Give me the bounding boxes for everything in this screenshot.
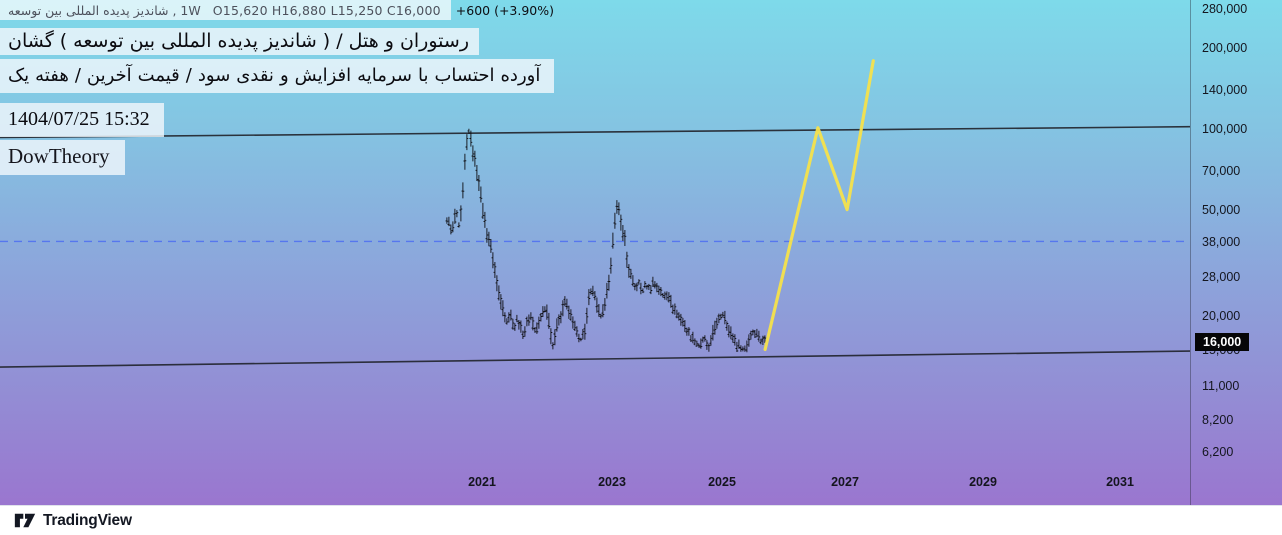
text-token: با (417, 65, 429, 86)
current-price-badge: 16,000 (1195, 333, 1250, 351)
price-scale[interactable]: 16,000 280,000 200,000 140,000 100,000 70,00… (1190, 0, 1282, 505)
price-label: 6,200 (1202, 445, 1234, 460)
text-token: آخرین (86, 65, 132, 86)
chart-subtitle: یک هفته / آخرین قیمت / سود نقدی و افزایش سرمایه با ا… (0, 59, 555, 93)
watermark-dowtheory: DowTheory (0, 140, 126, 175)
price-label: 100,000 (1202, 122, 1248, 136)
text-token: , 1W (172, 2, 201, 18)
text-token: و (279, 65, 289, 86)
text-token: یک (8, 65, 30, 86)
price-label: 50,000 (1202, 202, 1241, 217)
price-label: 200,000 (1202, 41, 1248, 56)
text-token: المللی (65, 2, 100, 18)
price-label: 28,000 (1202, 270, 1241, 284)
symbol-name: توسعه بین المللی پدیده شاندیز, 1W (8, 3, 205, 18)
year-label: 2029 (969, 475, 997, 489)
price-label: 280,000 (1202, 2, 1248, 17)
text-token: گشان (8, 30, 54, 52)
text-token: توسعه (8, 2, 42, 18)
text-token: سود (197, 65, 231, 86)
tradingview-logo-icon[interactable] (14, 512, 36, 529)
text-token: هتل (348, 30, 379, 52)
year-label: 2031 (1106, 475, 1134, 489)
text-token: بین (129, 30, 156, 52)
text-token: بین (45, 2, 62, 18)
text-token: / (74, 65, 81, 86)
text-token: و (384, 30, 394, 52)
legend-backdrop: توسعه بین المللی پدیده شاندیز, 1W O15,620 H1… (0, 0, 451, 20)
text-token: رستوران (399, 30, 469, 52)
price-change-value: +600 (+3.90%) (455, 2, 555, 18)
text-token: ( (59, 30, 68, 52)
trendline-lower-support[interactable] (0, 350, 1191, 368)
price-label: 11,000 (1202, 378, 1240, 393)
ohlc-values: O15,620 H16,880 L15,250 C16,000 (212, 2, 441, 18)
legend-row[interactable]: توسعه بین المللی پدیده شاندیز, 1W O15,620 H1… (0, 0, 554, 20)
price-label: 8,200 (1202, 412, 1234, 427)
text-token: پدیده (103, 2, 130, 18)
text-token: آورده (500, 65, 541, 86)
text-token: توسعه (73, 30, 124, 52)
trendline-upper-resistance[interactable] (0, 125, 1191, 139)
text-token: پدیده (217, 30, 259, 52)
price-label: 38,000 (1202, 234, 1241, 249)
text-token: احتساب (434, 65, 495, 86)
text-token: شاندیز (264, 30, 317, 52)
text-token: نقدی (236, 65, 274, 86)
chart-title: گشان(توسعه بین المللی پدیده شاندیز) / هتل و رستو… (0, 28, 479, 55)
price-label: 70,000 (1202, 163, 1241, 178)
price-label: 140,000 (1202, 82, 1248, 97)
text-token: / (336, 30, 343, 52)
year-label: 2021 (468, 475, 496, 489)
text-token: افزایش (294, 65, 352, 86)
year-label: 2025 (708, 475, 736, 489)
year-label: 2023 (598, 475, 626, 489)
year-label: 2027 (831, 475, 859, 489)
candlestick-series[interactable] (445, 128, 767, 353)
projection-line[interactable] (763, 59, 875, 352)
tradingview-wordmark[interactable]: TradingView (43, 511, 132, 529)
text-token: قیمت (137, 65, 180, 86)
price-label: 20,000 (1202, 309, 1241, 324)
text-token: هفته (35, 65, 69, 86)
text-token: ) (322, 30, 331, 52)
text-token: / (185, 65, 192, 86)
text-token: سرمایه (357, 65, 412, 86)
footer-bar: TradingView (0, 505, 1282, 535)
text-token: المللی (161, 30, 212, 52)
time-axis[interactable]: 2021 2023 2025 2027 2029 2031 (0, 467, 1190, 505)
text-token: شاندیز (133, 2, 169, 18)
timestamp-label: 1404/07/25 15:32 (0, 103, 164, 137)
